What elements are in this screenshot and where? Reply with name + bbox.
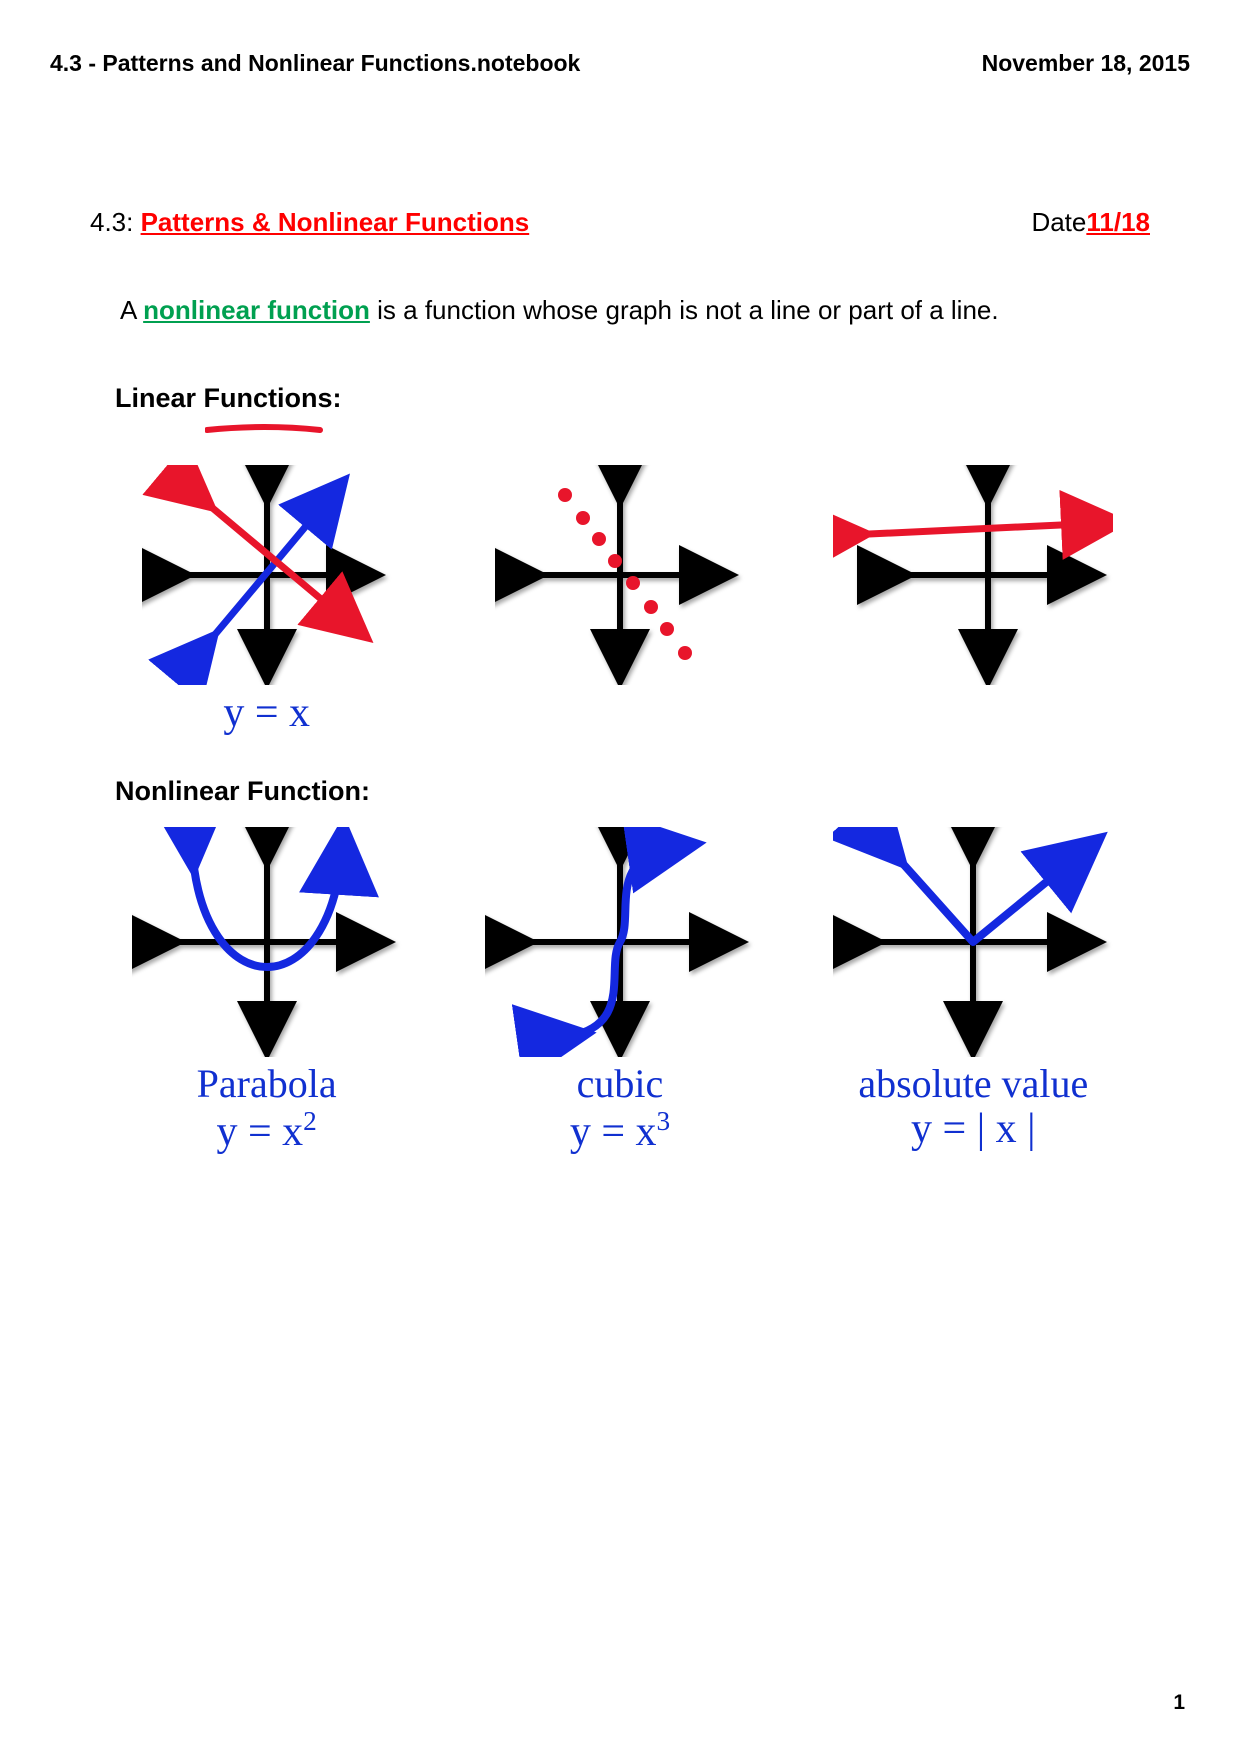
definition-paragraph: A nonlinear function is a function whose… [50, 293, 1190, 328]
cubic-label: cubic y = x3 [470, 1062, 770, 1155]
lesson-date: Date11/18 [1031, 207, 1150, 238]
linear-head-text: Linear Functions: [115, 383, 342, 413]
nonlinear-head-text: Nonlinear Function: [115, 776, 370, 806]
title-main: Patterns & Nonlinear Functions [141, 207, 530, 237]
absolute-eq: y = | x | [911, 1106, 1036, 1152]
date-value: 11/18 [1086, 207, 1150, 237]
linear-graph-1: y = x [117, 465, 417, 736]
page: 4.3 - Patterns and Nonlinear Functions.n… [0, 0, 1240, 1755]
nonlinear-graph-cubic: cubic y = x3 [470, 827, 770, 1155]
linear-graph-1-label: y = x [117, 690, 417, 736]
linear-graph-2 [470, 465, 770, 736]
definition-lead: A [120, 295, 143, 325]
parabola-eq: y = x2 [216, 1109, 316, 1155]
definition-term: nonlinear function [143, 295, 370, 325]
linear-graph-3 [823, 465, 1123, 736]
cubic-eq: y = x3 [570, 1109, 670, 1155]
nonlinear-graph-absolute: absolute value y = | x | [823, 827, 1123, 1155]
nonlinear-graph-row: Parabola y = x2 cubic y = x3 [50, 827, 1190, 1155]
lesson-title-row: 4.3: Patterns & Nonlinear Functions Date… [50, 207, 1190, 238]
absolute-name: absolute value [858, 1061, 1088, 1106]
date-label: Date [1031, 207, 1086, 237]
document-header: 4.3 - Patterns and Nonlinear Functions.n… [50, 50, 1190, 77]
lesson-title: 4.3: Patterns & Nonlinear Functions [90, 207, 529, 238]
absolute-label: absolute value y = | x | [823, 1062, 1123, 1152]
parabola-label: Parabola y = x2 [117, 1062, 417, 1155]
nonlinear-graph-parabola: Parabola y = x2 [117, 827, 417, 1155]
nonlinear-section-heading: Nonlinear Function: [50, 776, 1190, 807]
linear-section-heading: Linear Functions: [50, 383, 1190, 445]
definition-rest: is a function whose graph is not a line … [370, 295, 999, 325]
parabola-name: Parabola [197, 1061, 337, 1106]
underline-stroke-icon [205, 424, 325, 436]
page-number: 1 [1173, 1691, 1185, 1715]
file-title: 4.3 - Patterns and Nonlinear Functions.n… [50, 50, 580, 77]
cubic-name: cubic [577, 1061, 664, 1106]
label-text: y = x [223, 690, 310, 736]
title-prefix: 4.3: [90, 207, 141, 237]
header-date: November 18, 2015 [982, 50, 1190, 77]
linear-graph-row: y = x [50, 465, 1190, 736]
